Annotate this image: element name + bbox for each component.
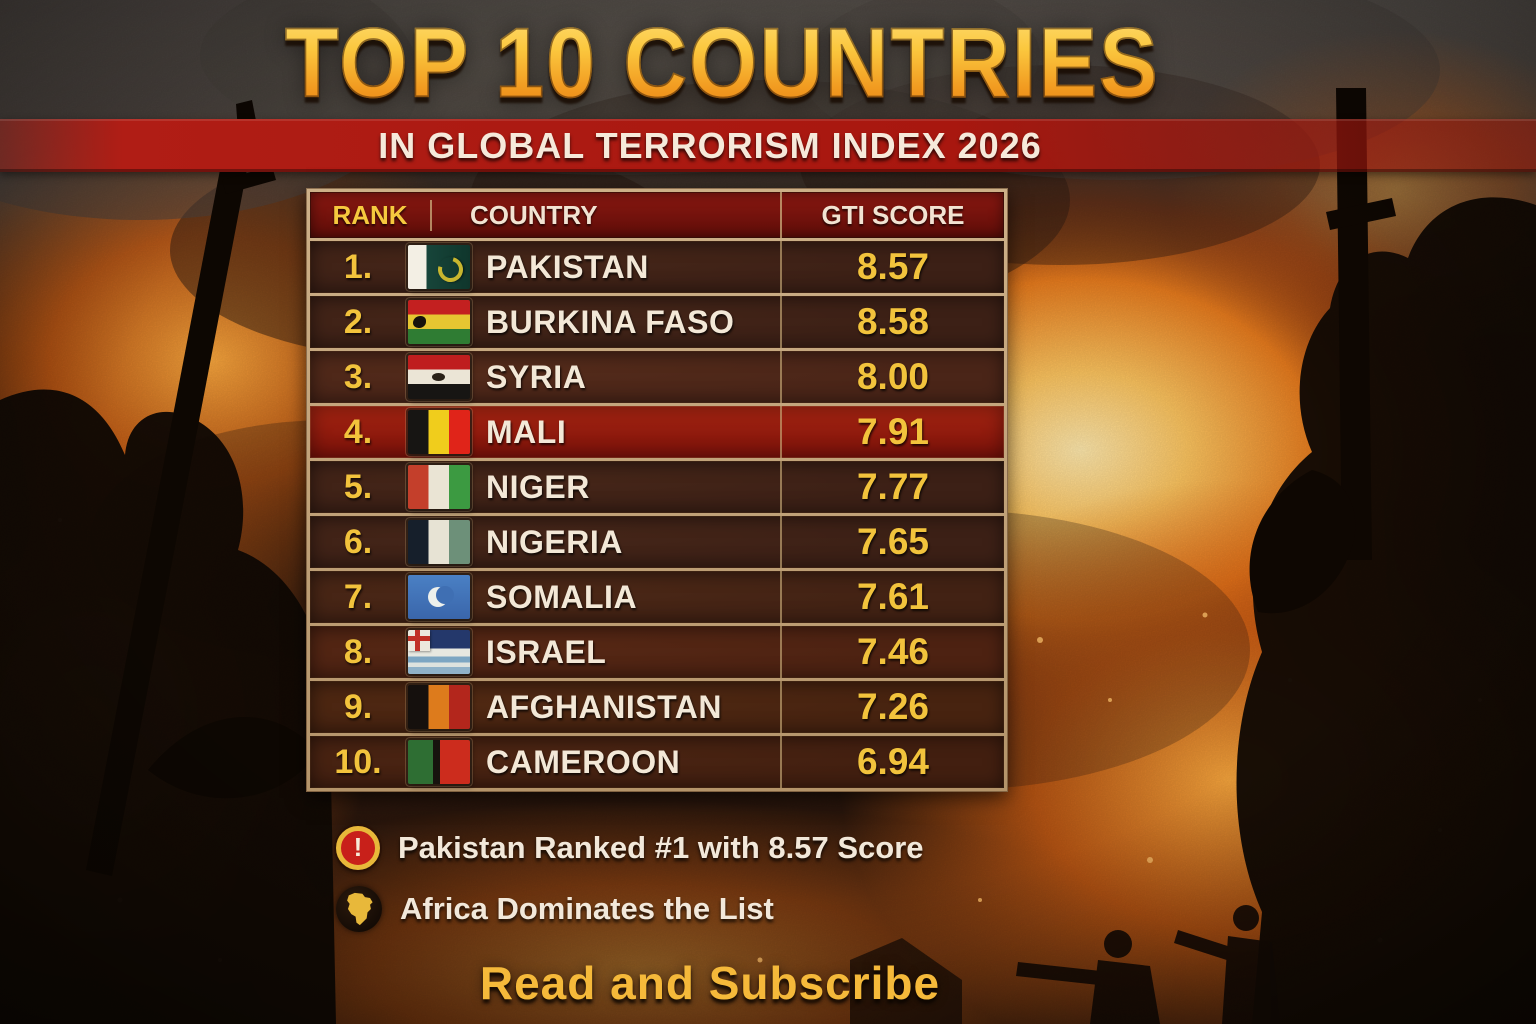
- score-cell: 8.00: [780, 351, 1004, 403]
- subtitle-banner: IN GLOBAL TERRORISM INDEX 2026: [0, 119, 1536, 172]
- table-row: 7. SOMALIA 7.61: [310, 571, 1004, 623]
- header-gti-score: GTI SCORE: [780, 192, 1004, 238]
- rank-cell: 8.: [343, 632, 373, 671]
- note-pakistan-rank: ! Pakistan Ranked #1 with 8.57 Score: [336, 826, 924, 870]
- header-rank: RANK: [310, 199, 432, 231]
- title-block: TOP 10 COUNTRIES: [284, 6, 1158, 119]
- niger-flag-icon: [408, 465, 470, 509]
- table-row: 1. PAKISTAN 8.57: [310, 241, 1004, 293]
- country-cell: MALI: [486, 413, 567, 450]
- table-row: 9. AFGHANISTAN 7.26: [310, 681, 1004, 733]
- rank-cell: 7.: [343, 577, 373, 616]
- rank-cell: 10.: [334, 742, 382, 781]
- somalia-flag-icon: [408, 575, 470, 619]
- page-title: TOP 10 COUNTRIES: [284, 6, 1160, 120]
- page-subtitle: IN GLOBAL TERRORISM INDEX 2026: [378, 124, 1042, 166]
- table-row: 4. MALI 7.91: [310, 406, 1004, 458]
- israel-flag-icon: [408, 630, 470, 674]
- note-text: Africa Dominates the List: [400, 891, 774, 926]
- pakistan-flag-icon: [408, 245, 470, 289]
- read-subscribe-cta[interactable]: Read and Subscribe: [479, 957, 941, 1009]
- rank-cell: 6.: [343, 522, 373, 561]
- country-cell: BURKINA FASO: [486, 303, 735, 340]
- table-row: 5. NIGER 7.77: [310, 461, 1004, 513]
- score-cell: 8.58: [780, 296, 1004, 348]
- country-cell: NIGER: [486, 468, 590, 505]
- score-cell: 7.46: [780, 626, 1004, 678]
- score-cell: 7.26: [780, 681, 1004, 733]
- score-cell: 7.91: [780, 406, 1004, 458]
- country-cell: ISRAEL: [486, 633, 607, 670]
- score-cell: 7.77: [780, 461, 1004, 513]
- cameroon-flag-icon: [408, 740, 470, 784]
- table-row: 3. SYRIA 8.00: [310, 351, 1004, 403]
- burkina-faso-flag-icon: [408, 300, 470, 344]
- cta-block: Read and Subscribe: [285, 956, 1135, 1010]
- country-cell: SOMALIA: [486, 578, 638, 615]
- table-row: 2. BURKINA FASO 8.58: [310, 296, 1004, 348]
- note-text: Pakistan Ranked #1 with 8.57 Score: [398, 830, 924, 865]
- score-cell: 8.57: [780, 241, 1004, 293]
- country-cell: PAKISTAN: [486, 248, 649, 285]
- header-country: COUNTRY: [470, 199, 598, 230]
- africa-map-icon: [336, 886, 382, 932]
- mali-flag-icon: [408, 410, 470, 454]
- country-cell: AFGHANISTAN: [486, 688, 722, 725]
- country-cell: CAMEROON: [486, 743, 681, 780]
- table-row: 10. CAMEROON 6.94: [310, 736, 1004, 788]
- gti-ranking-table: RANK COUNTRY GTI SCORE 1. PAKISTAN 8.57 …: [306, 188, 1008, 792]
- rank-cell: 2.: [343, 302, 373, 341]
- country-cell: SYRIA: [486, 358, 587, 395]
- rank-cell: 3.: [343, 357, 373, 396]
- rank-cell: 9.: [343, 687, 373, 726]
- score-cell: 7.61: [780, 571, 1004, 623]
- rank-cell: 5.: [343, 467, 373, 506]
- nigeria-flag-icon: [408, 520, 470, 564]
- score-cell: 6.94: [780, 736, 1004, 788]
- note-africa-dominates: Africa Dominates the List: [336, 886, 774, 932]
- rank-cell: 1.: [343, 247, 373, 286]
- table-row: 8. ISRAEL 7.46: [310, 626, 1004, 678]
- country-cell: NIGERIA: [486, 523, 623, 560]
- alert-exclamation-icon: !: [336, 826, 380, 870]
- rank-cell: 4.: [343, 412, 373, 451]
- table-row: 6. NIGERIA 7.65: [310, 516, 1004, 568]
- score-cell: 7.65: [780, 516, 1004, 568]
- syria-flag-icon: [408, 355, 470, 399]
- afghanistan-flag-icon: [408, 685, 470, 729]
- table-header-row: RANK COUNTRY GTI SCORE: [310, 192, 1004, 238]
